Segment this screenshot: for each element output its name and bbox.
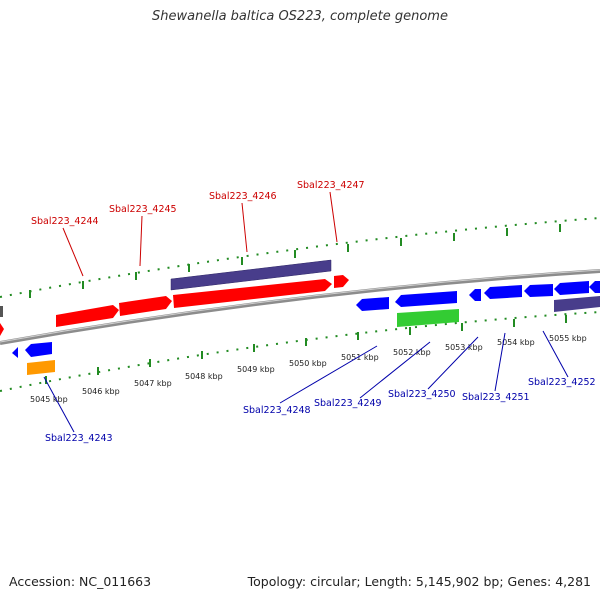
misc-feature-orange[interactable] xyxy=(27,360,55,375)
bottom-callouts xyxy=(43,330,569,433)
cds-sbal223-4250[interactable] xyxy=(469,289,481,301)
cds-left-edge[interactable] xyxy=(0,323,4,336)
kbp-label: 5054 kbp xyxy=(497,338,535,347)
gene-label-sbal223-4248[interactable]: Sbal223_4248 xyxy=(243,405,311,416)
topology-text: Topology: circular; Length: 5,145,902 bp… xyxy=(247,574,591,589)
cds-right-edge[interactable] xyxy=(589,281,600,293)
genome-backbone xyxy=(0,269,600,345)
misc-feature-green[interactable] xyxy=(397,309,459,327)
kbp-label: 5050 kbp xyxy=(289,359,327,368)
cds-sbal223-4247[interactable] xyxy=(334,275,349,288)
gene-feature-right-edge[interactable] xyxy=(554,296,600,312)
kbp-label: 5053 kbp xyxy=(445,343,483,352)
kbp-label: 5055 kbp xyxy=(549,334,587,343)
gene-label-sbal223-4243[interactable]: Sbal223_4243 xyxy=(45,433,113,444)
gene-label-sbal223-4246[interactable]: Sbal223_4246 xyxy=(209,191,277,202)
cds-sbal223-4251[interactable] xyxy=(484,285,522,299)
inner-tick-ring xyxy=(0,311,600,392)
kbp-label: 5049 kbp xyxy=(237,365,275,374)
kbp-label: 5046 kbp xyxy=(82,387,120,396)
forward-cds-track xyxy=(0,275,349,336)
map-title: Shewanella baltica OS223, complete genom… xyxy=(152,9,448,24)
cds-sbal223-4244[interactable] xyxy=(56,305,119,327)
cds-sbal223-4243-a[interactable] xyxy=(12,347,18,358)
gene-label-sbal223-4250[interactable]: Sbal223_4250 xyxy=(388,389,456,400)
gene-label-sbal223-4249[interactable]: Sbal223_4249 xyxy=(314,398,382,409)
gene-feature-left-edge[interactable] xyxy=(0,306,3,317)
gene-label-sbal223-4244[interactable]: Sbal223_4244 xyxy=(31,216,99,227)
reverse-cds-track xyxy=(12,281,600,358)
gene-label-sbal223-4252[interactable]: Sbal223_4252 xyxy=(528,377,596,388)
cds-sbal223-4252[interactable] xyxy=(554,281,589,295)
cds-sbal223-4243[interactable] xyxy=(25,342,52,357)
kbp-label: 5047 kbp xyxy=(134,379,172,388)
gene-label-sbal223-4247[interactable]: Sbal223_4247 xyxy=(297,180,365,191)
accession-text: Accession: NC_011663 xyxy=(9,574,152,589)
kbp-label: 5051 kbp xyxy=(341,353,379,362)
kbp-labels: 5045 kbp 5046 kbp 5047 kbp 5048 kbp 5049… xyxy=(30,334,587,404)
cds-sbal223-4249[interactable] xyxy=(395,291,457,307)
kbp-label: 5048 kbp xyxy=(185,372,223,381)
cds-sbal223-4246[interactable] xyxy=(173,279,332,308)
cds-sbal223-4248[interactable] xyxy=(356,297,389,311)
top-callouts xyxy=(62,191,338,277)
cds-sbal223-4245[interactable] xyxy=(119,296,172,316)
gene-feature-sbal223-4246[interactable] xyxy=(170,259,332,291)
kbp-label: 5045 kbp xyxy=(30,395,68,404)
kbp-label: 5052 kbp xyxy=(393,348,431,357)
cds-sbal223-4252-a[interactable] xyxy=(524,284,553,297)
gene-label-sbal223-4245[interactable]: Sbal223_4245 xyxy=(109,204,177,215)
gene-label-sbal223-4251[interactable]: Sbal223_4251 xyxy=(462,392,530,403)
outer-tick-ring xyxy=(0,217,600,298)
